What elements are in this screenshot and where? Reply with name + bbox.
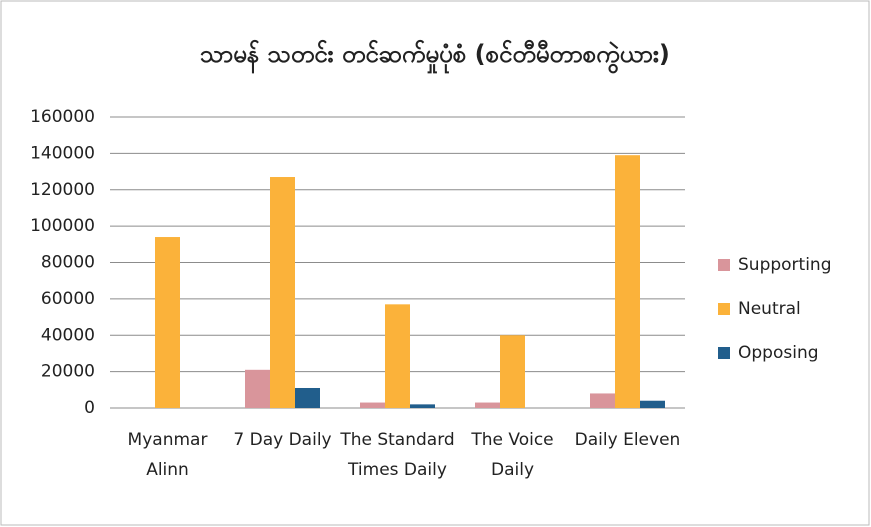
bar (270, 177, 295, 408)
x-tick-label: Myanmar Alinn (127, 430, 208, 480)
x-tick-label-box: The Standard Times Daily (340, 430, 455, 480)
y-tick-label: 140000 (30, 143, 95, 163)
y-tick-label: 100000 (30, 216, 95, 236)
bar (590, 393, 615, 408)
x-tick-label-box: 7 Day Daily (233, 430, 332, 450)
legend-label: Neutral (738, 299, 801, 319)
bar (155, 237, 180, 408)
y-tick-label: 0 (84, 398, 95, 418)
legend-label: Opposing (738, 343, 819, 363)
legend-swatch (718, 347, 730, 359)
bar (410, 404, 435, 408)
bar (385, 304, 410, 408)
bar (640, 400, 665, 408)
x-tick-label: 7 Day Daily (233, 430, 332, 450)
x-tick-label: The Standard Times Daily (340, 430, 455, 480)
x-tick-label: The Voice Daily (471, 430, 554, 480)
y-tick-label: 120000 (30, 180, 95, 200)
y-tick-label: 40000 (41, 325, 95, 345)
bar (245, 369, 270, 408)
y-tick-label: 20000 (41, 362, 95, 382)
x-tick-label-box: Myanmar Alinn (127, 430, 208, 480)
bar (500, 335, 525, 408)
y-tick-label: 160000 (30, 107, 95, 127)
legend-label: Supporting (738, 255, 832, 275)
y-tick-label: 80000 (41, 253, 95, 273)
y-tick-label: 60000 (41, 289, 95, 309)
bar (360, 402, 385, 408)
bar (475, 402, 500, 408)
bar (295, 387, 320, 408)
bar (615, 155, 640, 408)
legend-swatch (718, 259, 730, 271)
legend-swatch (718, 303, 730, 315)
x-tick-label-box: The Voice Daily (471, 430, 554, 480)
x-tick-label-box: Daily Eleven (574, 430, 681, 450)
x-tick-label: Daily Eleven (574, 430, 681, 450)
